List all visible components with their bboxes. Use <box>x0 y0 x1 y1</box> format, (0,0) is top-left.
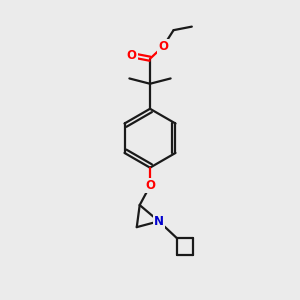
Text: O: O <box>127 49 137 62</box>
Text: N: N <box>154 215 164 228</box>
Text: O: O <box>145 179 155 192</box>
Text: O: O <box>158 40 168 53</box>
